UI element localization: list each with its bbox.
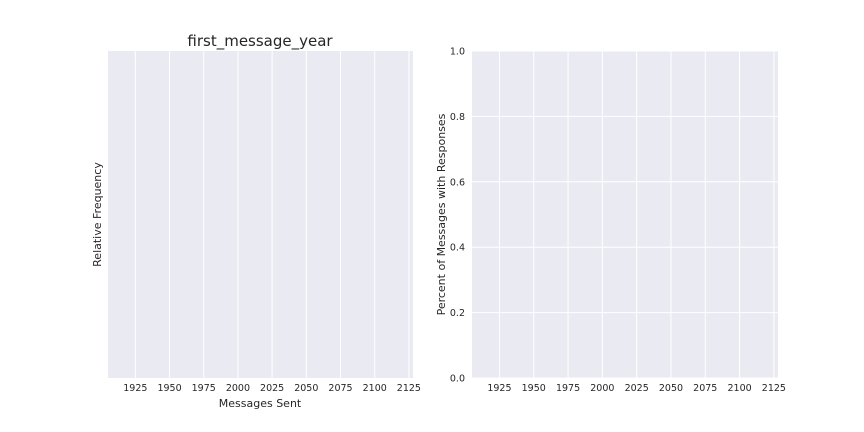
right-x-tick-label: 2125 bbox=[762, 383, 786, 394]
left-x-tick-label: 2075 bbox=[328, 383, 352, 394]
right-y-tick-label: 0.8 bbox=[450, 112, 465, 123]
right-x-tick-label: 1975 bbox=[556, 383, 580, 394]
left-x-tick-label: 2125 bbox=[397, 383, 421, 394]
right-x-tick-label: 2050 bbox=[659, 383, 683, 394]
left-x-tick-label: 1950 bbox=[157, 383, 181, 394]
left-chart-panel: 1925 1950 1975 2000 2025 2050 2075 2100 2125 fir… bbox=[91, 32, 421, 410]
right-y-tick-label: 0.4 bbox=[450, 243, 465, 254]
left-x-tick-label: 1925 bbox=[123, 383, 147, 394]
left-x-tick-label: 1975 bbox=[192, 383, 216, 394]
left-y-axis-label: Relative Frequency bbox=[91, 162, 104, 267]
right-y-tick-label: 0.0 bbox=[450, 374, 465, 385]
right-y-axis-label: Percent of Messages with Responses bbox=[435, 113, 448, 315]
right-x-tick-label: 2025 bbox=[625, 383, 649, 394]
right-x-tick-label: 2100 bbox=[727, 383, 751, 394]
right-y-tick-label: 1.0 bbox=[450, 47, 465, 58]
right-gridlines bbox=[472, 50, 778, 379]
left-x-axis-label: Messages Sent bbox=[219, 397, 302, 410]
right-y-tick-labels: 0.0 0.2 0.4 0.6 0.8 1.0 bbox=[450, 47, 465, 385]
left-x-tick-label: 2000 bbox=[226, 383, 250, 394]
right-x-tick-label: 2000 bbox=[590, 383, 614, 394]
right-x-tick-labels: 1925 1950 1975 2000 2025 2050 2075 2100 2125 bbox=[487, 383, 786, 394]
left-x-tick-label: 2100 bbox=[363, 383, 387, 394]
left-gridlines bbox=[134, 51, 410, 378]
right-chart-panel: 1925 1950 1975 2000 2025 2050 2075 2100 2125 0.0… bbox=[435, 47, 786, 395]
right-x-tick-label: 1950 bbox=[522, 383, 546, 394]
left-x-tick-labels: 1925 1950 1975 2000 2025 2050 2075 2100 2125 bbox=[123, 383, 421, 394]
left-plot-area bbox=[108, 51, 413, 378]
left-chart-title: first_message_year bbox=[187, 32, 333, 51]
left-x-tick-label: 2025 bbox=[260, 383, 284, 394]
right-x-tick-label: 2075 bbox=[693, 383, 717, 394]
left-x-tick-label: 2050 bbox=[294, 383, 318, 394]
right-plot-area bbox=[472, 51, 778, 378]
right-x-tick-label: 1925 bbox=[487, 383, 511, 394]
right-y-tick-label: 0.2 bbox=[450, 308, 465, 319]
right-y-tick-label: 0.6 bbox=[450, 177, 465, 188]
